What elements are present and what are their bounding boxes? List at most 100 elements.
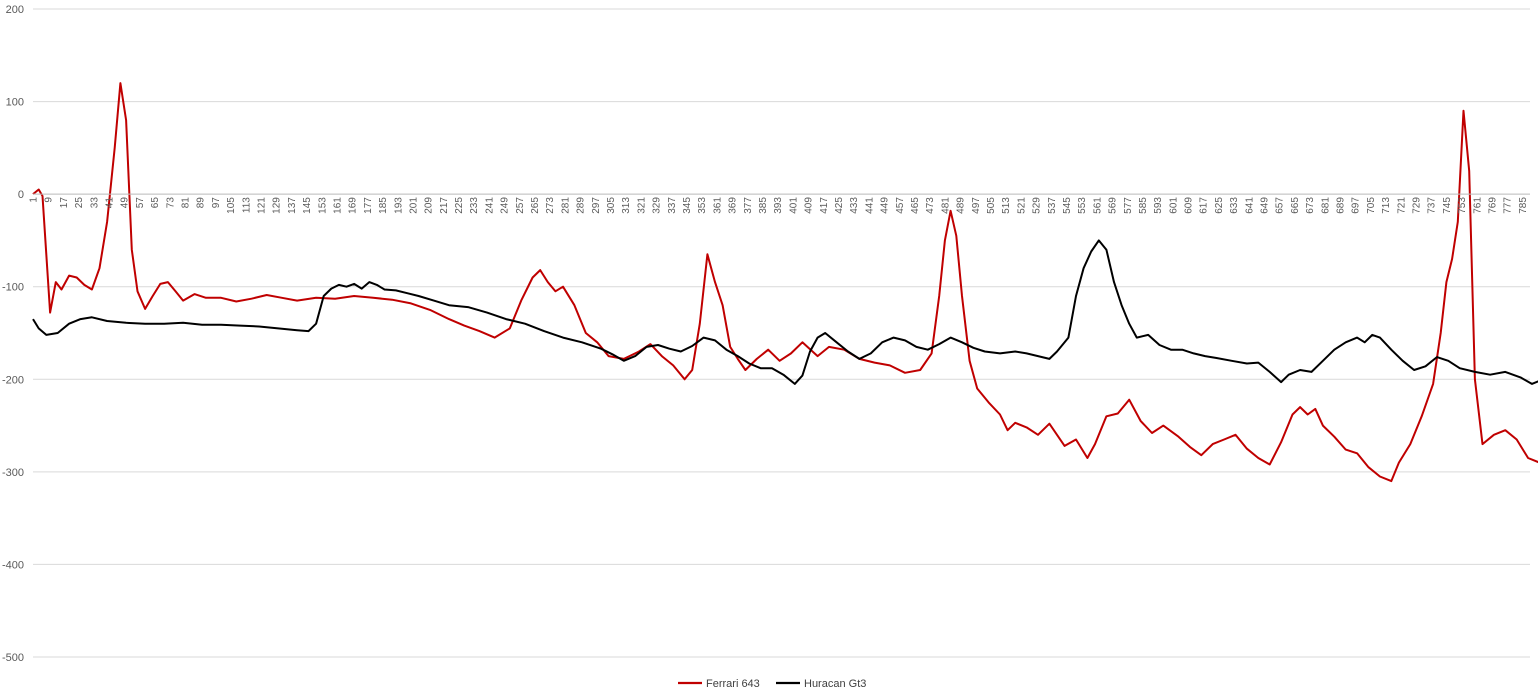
y-tick-label: 0 — [18, 189, 24, 201]
x-tick-label: 593 — [1153, 197, 1164, 214]
x-tick-label: 657 — [1275, 197, 1286, 214]
x-tick-label: 313 — [621, 197, 632, 214]
y-axis-tick-labels: 200 100 0 -100 -200 -300 -400 -500 — [2, 4, 24, 664]
legend-label-ferrari: Ferrari 643 — [706, 678, 760, 690]
gridlines — [33, 8, 1530, 658]
x-tick-label: 169 — [348, 197, 359, 214]
x-tick-label: 561 — [1092, 197, 1103, 214]
x-tick-label: 553 — [1077, 197, 1088, 214]
x-tick-label: 393 — [773, 197, 784, 214]
x-tick-label: 473 — [925, 197, 936, 214]
y-tick-label: -500 — [2, 652, 24, 664]
x-tick-label: 89 — [196, 197, 207, 209]
x-tick-label: 17 — [59, 197, 70, 209]
x-tick-label: 761 — [1472, 197, 1483, 214]
x-tick-label: 145 — [302, 197, 313, 214]
x-tick-label: 425 — [834, 197, 845, 214]
x-tick-label: 505 — [986, 197, 997, 214]
x-tick-label: 513 — [1001, 197, 1012, 214]
x-tick-label: 745 — [1442, 197, 1453, 214]
x-tick-label: 649 — [1260, 197, 1271, 214]
x-tick-label: 65 — [150, 197, 161, 209]
x-tick-label: 681 — [1320, 197, 1331, 214]
x-tick-label: 369 — [728, 197, 739, 214]
x-tick-label: 697 — [1351, 197, 1362, 214]
x-tick-label: 785 — [1518, 197, 1529, 214]
x-tick-label: 385 — [758, 197, 769, 214]
x-tick-label: 753 — [1457, 197, 1468, 214]
legend-item-ferrari: Ferrari 643 — [678, 678, 760, 690]
x-tick-label: 545 — [1062, 197, 1073, 214]
x-tick-label: 49 — [120, 197, 131, 209]
x-tick-label: 193 — [393, 197, 404, 214]
x-tick-label: 321 — [636, 197, 647, 214]
x-tick-label: 705 — [1366, 197, 1377, 214]
x-tick-label: 721 — [1396, 197, 1407, 214]
x-tick-label: 417 — [819, 197, 830, 214]
series-lines — [32, 82, 1538, 483]
y-tick-label: 200 — [6, 4, 24, 16]
x-tick-label: 201 — [408, 197, 419, 214]
x-tick-label: 433 — [849, 197, 860, 214]
x-tick-label: 345 — [682, 197, 693, 214]
x-tick-label: 737 — [1427, 197, 1438, 214]
x-tick-label: 185 — [378, 197, 389, 214]
y-tick-label: -400 — [2, 559, 24, 571]
x-tick-label: 521 — [1016, 197, 1027, 214]
x-tick-label: 497 — [971, 197, 982, 214]
x-tick-label: 81 — [181, 197, 192, 209]
y-tick-label: 100 — [6, 97, 24, 109]
x-tick-label: 137 — [287, 197, 298, 214]
x-tick-label: 161 — [333, 197, 344, 214]
x-tick-label: 225 — [454, 197, 465, 214]
x-tick-label: 769 — [1488, 197, 1499, 214]
x-tick-label: 625 — [1214, 197, 1225, 214]
y-tick-label: -100 — [2, 282, 24, 294]
x-tick-label: 233 — [469, 197, 480, 214]
x-tick-label: 457 — [895, 197, 906, 214]
x-tick-label: 57 — [135, 197, 146, 209]
x-tick-label: 377 — [743, 197, 754, 214]
x-tick-label: 617 — [1199, 197, 1210, 214]
x-tick-label: 609 — [1184, 197, 1195, 214]
x-tick-label: 329 — [652, 197, 663, 214]
x-tick-label: 129 — [272, 197, 283, 214]
x-tick-label: 641 — [1244, 197, 1255, 214]
x-tick-label: 361 — [712, 197, 723, 214]
x-tick-label: 481 — [940, 197, 951, 214]
x-tick-label: 153 — [317, 197, 328, 214]
x-tick-label: 409 — [804, 197, 815, 214]
x-tick-label: 273 — [545, 197, 556, 214]
x-tick-label: 73 — [165, 197, 176, 209]
x-tick-label: 257 — [515, 197, 526, 214]
legend: Ferrari 643 Huracan Gt3 — [678, 678, 866, 690]
x-tick-label: 729 — [1412, 197, 1423, 214]
x-tick-label: 353 — [697, 197, 708, 214]
x-tick-label: 289 — [576, 197, 587, 214]
x-tick-label: 97 — [211, 197, 222, 209]
x-tick-label: 633 — [1229, 197, 1240, 214]
x-tick-label: 449 — [880, 197, 891, 214]
x-tick-label: 713 — [1381, 197, 1392, 214]
x-tick-label: 121 — [257, 197, 268, 214]
series-line-1 — [32, 239, 1538, 385]
x-tick-label: 537 — [1047, 197, 1058, 214]
legend-item-huracan: Huracan Gt3 — [776, 678, 866, 690]
y-tick-label: -300 — [2, 467, 24, 479]
x-tick-label: 113 — [241, 197, 252, 213]
x-tick-label: 1 — [29, 197, 40, 203]
x-tick-label: 217 — [439, 197, 450, 214]
y-tick-label: -200 — [2, 374, 24, 386]
x-tick-label: 281 — [560, 197, 571, 214]
x-tick-label: 673 — [1305, 197, 1316, 214]
x-tick-label: 105 — [226, 197, 237, 214]
x-tick-label: 209 — [424, 197, 435, 214]
x-tick-label: 41 — [105, 197, 116, 209]
x-tick-label: 241 — [484, 197, 495, 214]
x-tick-label: 489 — [956, 197, 967, 214]
x-tick-label: 465 — [910, 197, 921, 214]
x-tick-label: 9 — [44, 197, 55, 203]
x-tick-label: 33 — [89, 197, 100, 209]
x-tick-label: 777 — [1503, 197, 1514, 214]
